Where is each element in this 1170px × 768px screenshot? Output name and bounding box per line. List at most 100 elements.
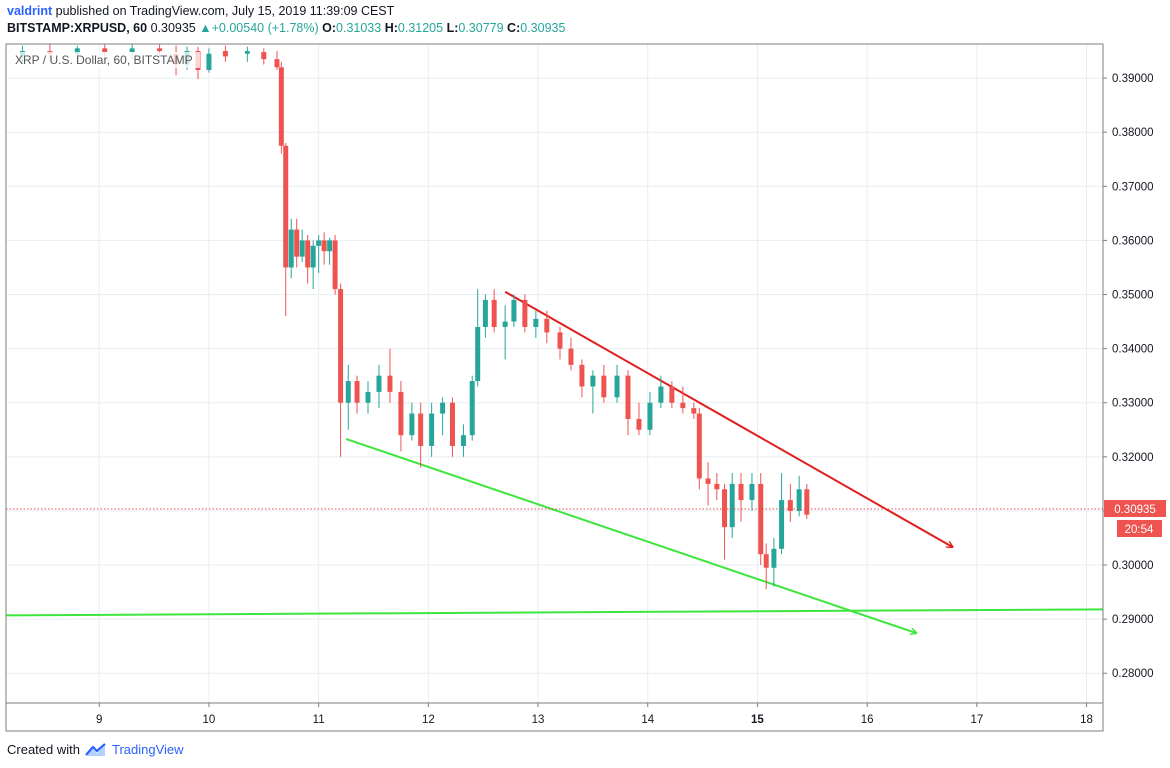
candle-body bbox=[636, 418, 642, 430]
y-tick-label: 0.32000 bbox=[1112, 452, 1154, 464]
candle-body bbox=[102, 48, 108, 53]
chart-axes bbox=[5, 43, 1104, 732]
last-price-label: 0.30935 bbox=[1114, 504, 1156, 516]
candle-body bbox=[409, 413, 415, 436]
x-tick-label: 17 bbox=[970, 714, 983, 726]
candle-body bbox=[696, 413, 702, 479]
candle-body bbox=[332, 240, 338, 290]
candle-body bbox=[376, 375, 382, 392]
candle-body bbox=[729, 483, 735, 528]
price-chart[interactable]: 0.39000 0.38000 0.37000 0.36000 0.35000 0.340… bbox=[0, 0, 1170, 740]
y-tick-label: 0.29000 bbox=[1112, 614, 1154, 626]
candle-body bbox=[74, 48, 80, 54]
open-value: 0.31033 bbox=[336, 21, 382, 35]
candle-body bbox=[460, 435, 466, 447]
candle-body bbox=[305, 240, 311, 268]
open-label: O: bbox=[322, 21, 337, 35]
candle-body bbox=[398, 391, 404, 436]
candle-body bbox=[206, 53, 212, 70]
candle-body bbox=[482, 299, 488, 327]
candle-body bbox=[261, 52, 267, 60]
trendline bbox=[504, 290, 953, 547]
legend-bg bbox=[10, 52, 200, 68]
candle-body bbox=[796, 489, 802, 511]
candle-body bbox=[244, 51, 250, 54]
candle-body bbox=[440, 402, 446, 414]
close-label: C: bbox=[507, 21, 521, 35]
candle-body bbox=[354, 381, 360, 403]
created-with-text: Created with bbox=[7, 742, 80, 757]
x-tick-label: 12 bbox=[422, 714, 435, 726]
trendline bbox=[5, 608, 1104, 617]
candle-body bbox=[157, 48, 163, 52]
candle-body bbox=[568, 348, 574, 365]
trendline bbox=[345, 438, 916, 633]
candle-body bbox=[502, 321, 508, 327]
candle-body bbox=[787, 500, 793, 511]
candle-body bbox=[614, 375, 620, 398]
x-tick-label: 14 bbox=[641, 714, 654, 726]
y-tick-label: 0.35000 bbox=[1112, 290, 1154, 302]
candle-body bbox=[771, 548, 777, 568]
candle-body bbox=[557, 332, 563, 349]
candles bbox=[19, 44, 810, 590]
candle-body bbox=[299, 240, 305, 257]
candle-body bbox=[278, 67, 284, 146]
x-tick-label: 15 bbox=[751, 714, 764, 726]
chart-border bbox=[5, 43, 1104, 704]
y-tick-label: 0.34000 bbox=[1112, 344, 1154, 356]
chart-legend: XRP / U.S. Dollar, 60, BITSTAMP bbox=[15, 53, 193, 67]
low-value: 0.30779 bbox=[458, 21, 504, 35]
footer: Created with TradingView bbox=[7, 742, 184, 757]
candle-body bbox=[758, 483, 764, 555]
last-price-badge bbox=[1104, 500, 1166, 517]
candle-body bbox=[294, 229, 300, 257]
low-label: L: bbox=[446, 21, 459, 35]
candle-body bbox=[511, 299, 517, 322]
candle-body bbox=[658, 386, 664, 403]
x-tick-label: 13 bbox=[532, 714, 545, 726]
y-tick-label: 0.36000 bbox=[1112, 235, 1154, 247]
candle-body bbox=[429, 413, 435, 447]
chart-grid bbox=[6, 44, 1103, 703]
triangle-up-icon: ▲ bbox=[199, 21, 212, 35]
y-axis-labels: 0.39000 0.38000 0.37000 0.36000 0.35000 0.340… bbox=[1103, 73, 1154, 680]
candle-body bbox=[469, 381, 475, 436]
candle-body bbox=[544, 318, 550, 333]
candle-body bbox=[722, 489, 728, 528]
candle-body bbox=[763, 554, 769, 568]
candle-body bbox=[522, 299, 528, 327]
candle-body bbox=[418, 413, 424, 447]
tradingview-logo-icon bbox=[85, 742, 106, 756]
tradingview-brand[interactable]: TradingView bbox=[111, 742, 184, 757]
y-tick-label: 0.38000 bbox=[1112, 127, 1154, 139]
candle-body bbox=[779, 500, 785, 549]
candle-body bbox=[647, 402, 653, 430]
candle-body bbox=[579, 364, 585, 387]
candle-body bbox=[475, 326, 481, 382]
x-tick-label: 16 bbox=[861, 714, 874, 726]
candle-body bbox=[321, 240, 327, 252]
candle-body bbox=[316, 240, 322, 246]
y-tick-label: 0.39000 bbox=[1112, 73, 1154, 85]
candle-body bbox=[590, 375, 596, 387]
author-link[interactable]: valdrint bbox=[7, 4, 53, 18]
y-tick-label: 0.30000 bbox=[1112, 560, 1154, 572]
close-value: 0.30935 bbox=[520, 21, 566, 35]
candle-body bbox=[749, 483, 755, 501]
x-axis-labels: 9 10 11 12 13 14 15 16 17 18 bbox=[96, 703, 1093, 726]
price-change: +0.00540 (+1.78%) bbox=[211, 21, 319, 35]
symbol-name: BITSTAMP:XRPUSD, 60 bbox=[7, 21, 148, 35]
candle-body bbox=[449, 402, 455, 447]
candle-body bbox=[345, 381, 351, 403]
symbol-bar: BITSTAMP:XRPUSD, 60 0.30935 ▲+0.00540 (+… bbox=[7, 21, 565, 35]
high-value: 0.31205 bbox=[397, 21, 444, 35]
bottom-strip bbox=[5, 702, 1104, 732]
candle-body bbox=[680, 402, 686, 409]
candle-body bbox=[310, 245, 316, 268]
candle-body bbox=[222, 51, 228, 57]
candle-body bbox=[274, 59, 280, 68]
candle-body bbox=[387, 375, 393, 392]
candle-body bbox=[705, 478, 711, 484]
candle-body bbox=[601, 375, 607, 398]
